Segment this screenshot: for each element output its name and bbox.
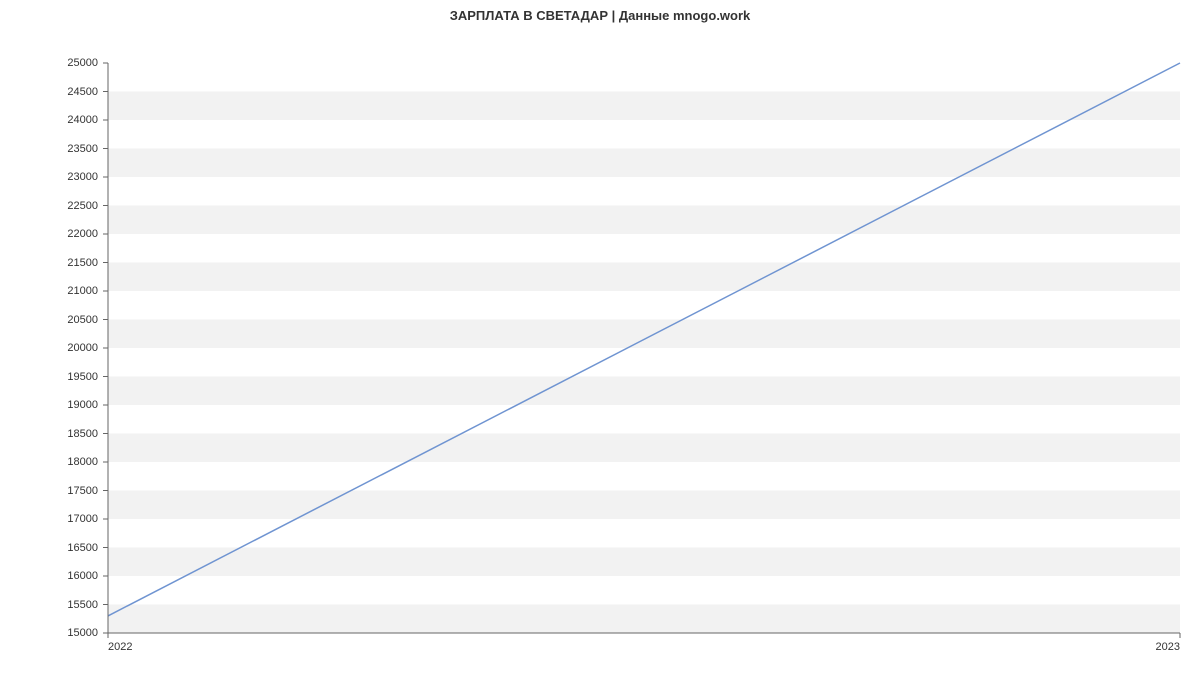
y-axis-labels: 1500015500160001650017000175001800018500…	[0, 63, 98, 633]
x-tick-label: 2022	[108, 641, 132, 653]
y-tick-label: 23000	[67, 171, 98, 183]
y-tick-label: 15500	[67, 599, 98, 611]
y-tick-label: 24500	[67, 86, 98, 98]
y-tick-label: 20000	[67, 342, 98, 354]
chart-title: ЗАРПЛАТА В СВЕТАДАР | Данные mnogo.work	[0, 0, 1200, 23]
y-tick-label: 17000	[67, 513, 98, 525]
y-tick-label: 22000	[67, 228, 98, 240]
y-tick-label: 20500	[67, 314, 98, 326]
x-axis-labels: 2022 2023	[108, 641, 1180, 661]
y-tick-label: 21500	[67, 257, 98, 269]
y-tick-label: 18500	[67, 428, 98, 440]
y-tick-label: 23500	[67, 143, 98, 155]
y-tick-label: 16500	[67, 542, 98, 554]
y-tick-label: 19000	[67, 399, 98, 411]
y-tick-label: 15000	[67, 627, 98, 639]
line-chart: 15000 15500 16000 16500 17000 17500 18000 18500…	[0, 23, 1200, 673]
y-tick-label: 21000	[67, 285, 98, 297]
y-tick-label: 18000	[67, 456, 98, 468]
y-tick-label: 19500	[67, 371, 98, 383]
y-tick-label: 25000	[67, 57, 98, 69]
y-tick-label: 16000	[67, 570, 98, 582]
y-tick-label: 17500	[67, 485, 98, 497]
x-tick-label: 2023	[1156, 641, 1180, 653]
y-tick-label: 22500	[67, 200, 98, 212]
chart-svg	[108, 63, 1180, 633]
y-tick-label: 24000	[67, 114, 98, 126]
